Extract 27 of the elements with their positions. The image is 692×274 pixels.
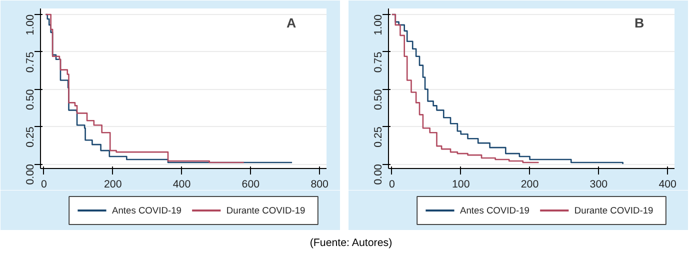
y-tick-label: 0.50 (372, 89, 384, 110)
x-tick-label: 600 (242, 178, 260, 190)
y-tick-label: 0.75 (24, 52, 36, 73)
x-tick-label: 400 (658, 178, 677, 190)
x-tick-label: 0 (388, 178, 395, 190)
y-tick-label: 0.25 (24, 126, 36, 148)
x-tick-label: 200 (520, 178, 539, 190)
annotation: B (634, 16, 644, 30)
x-tick-label: 400 (172, 178, 191, 190)
y-tick-label: 0.75 (372, 52, 384, 73)
legend-label: Durante COVID-19 (574, 206, 654, 216)
x-tick-label: 0 (40, 178, 47, 190)
y-tick-label: 1.00 (24, 14, 36, 36)
x-tick-label: 800 (310, 178, 329, 190)
x-tick-label: 100 (452, 178, 470, 190)
y-tick-label: 0.25 (372, 126, 384, 148)
legend-label: Antes COVID-19 (460, 206, 530, 216)
annotation: A (286, 16, 296, 30)
text: (Fuente: Autores) (310, 236, 392, 251)
y-tick-label: 0.50 (24, 89, 36, 110)
y-tick-label: 1.00 (372, 14, 384, 36)
y-tick-label: 0.00 (24, 164, 36, 185)
y-tick-label: 0.00 (372, 164, 384, 185)
x-tick-label: 300 (590, 178, 608, 190)
legend-label: Durante COVID-19 (226, 206, 306, 216)
legend-label: Antes COVID-19 (112, 206, 182, 216)
x-tick-label: 200 (104, 178, 122, 190)
